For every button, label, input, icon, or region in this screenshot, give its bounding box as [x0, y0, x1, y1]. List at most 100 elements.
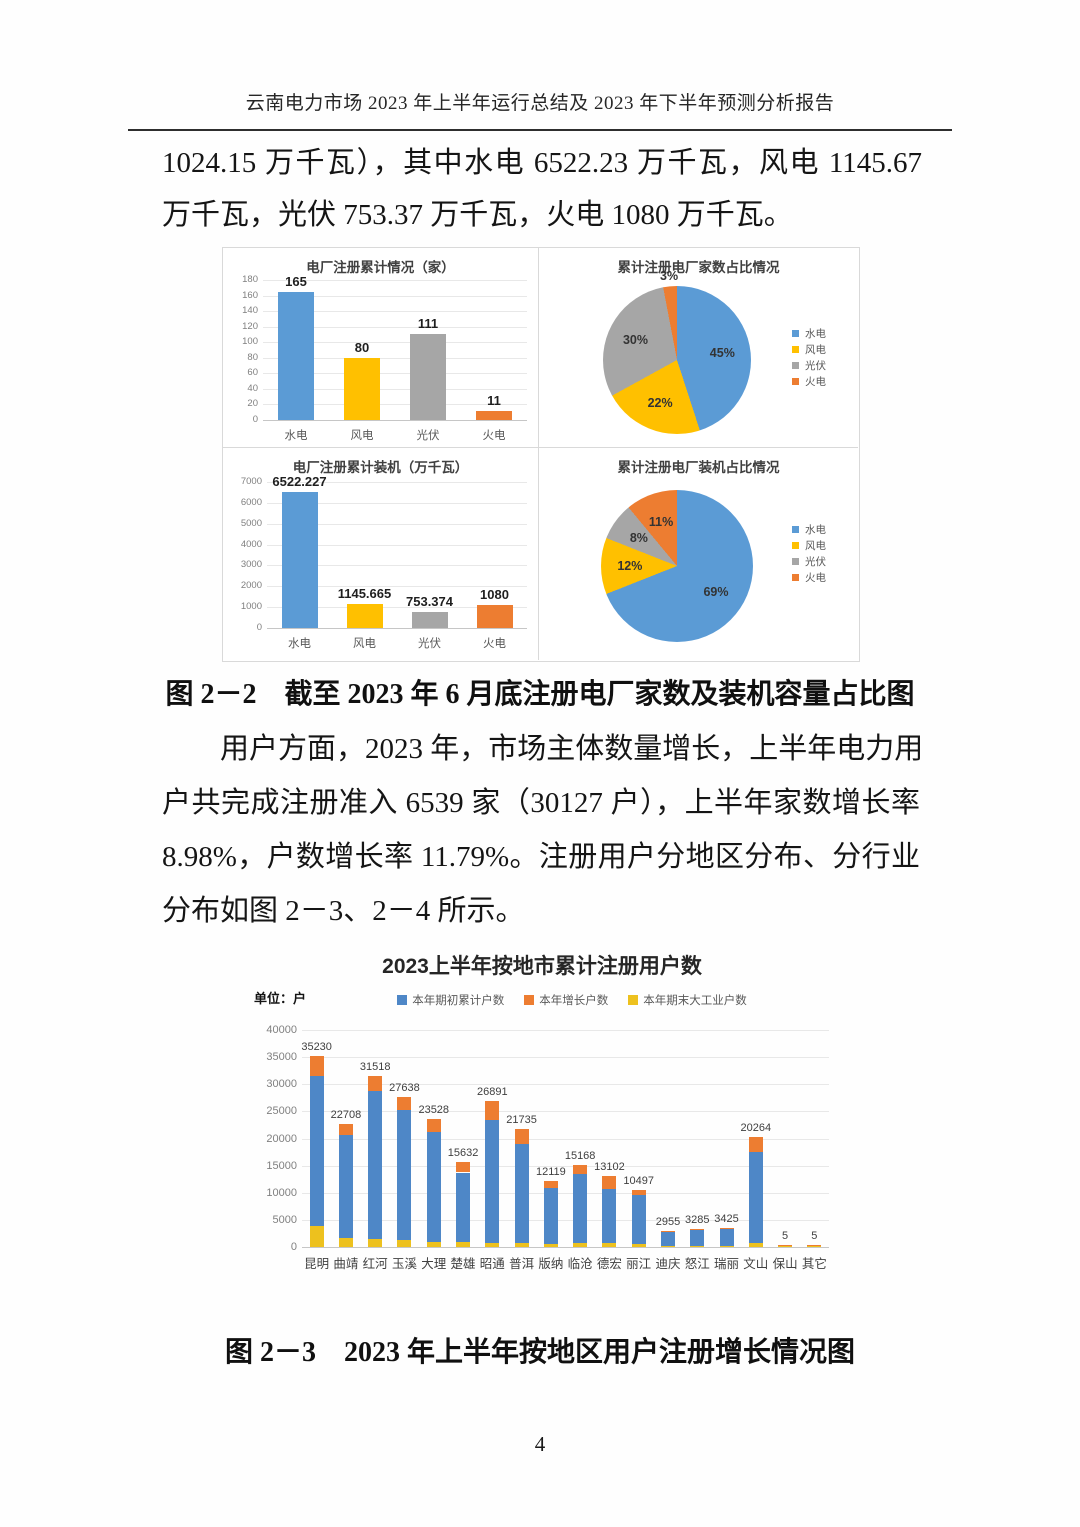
solar-legend-swatch-icon	[792, 557, 799, 565]
gridline	[263, 404, 527, 406]
bar-total-label: 5	[811, 1230, 818, 1242]
x-axis-category-label: 楚雄	[450, 1257, 476, 1271]
legend-item-solar: 光伏	[792, 553, 826, 569]
legend-item-label: 风电	[805, 343, 826, 356]
chart-legend: 水电 风电 光伏 火电	[792, 325, 826, 389]
growth-bar-segment	[631, 1190, 646, 1195]
x-axis-category-label: 保山	[772, 1257, 798, 1271]
y-axis-tick-label: 5000	[240, 517, 262, 529]
bar-total-label: 10497	[623, 1175, 654, 1188]
initial-bar-segment	[338, 1134, 353, 1238]
x-axis-category-label: 昭通	[479, 1257, 505, 1271]
bar-value-label: 6522.227	[272, 473, 327, 489]
chart-capacity-bar: 电厂注册累计装机（万千瓦） 0 1000 2000 3000 4000 5000 6000 70…	[223, 448, 539, 660]
gridline	[267, 502, 527, 504]
x-axis-line	[267, 628, 527, 629]
industry-legend-swatch-icon	[628, 995, 639, 1005]
gridline	[263, 373, 527, 375]
y-axis-tick-label: 20	[247, 398, 258, 410]
bar-total-label: 26891	[477, 1086, 508, 1099]
bar-total-label: 22708	[330, 1108, 362, 1121]
wind-legend-swatch-icon	[792, 541, 799, 549]
x-axis-category-label: 风电	[353, 638, 376, 650]
industry-bar-segment	[631, 1244, 646, 1247]
y-axis-tick-label: 100	[242, 336, 258, 348]
growth-bar-segment	[807, 1245, 822, 1246]
x-axis-category-label: 版纳	[538, 1257, 564, 1271]
gridline	[263, 388, 527, 390]
industry-bar-segment	[456, 1242, 471, 1247]
y-axis-tick-label: 4000	[240, 538, 262, 550]
pie	[603, 286, 751, 434]
solar-bar	[411, 612, 448, 628]
legend-item-thermal: 火电	[792, 569, 826, 585]
y-axis-tick-label: 80	[247, 351, 258, 363]
hydro-bar	[281, 491, 318, 628]
gridline	[302, 1084, 829, 1086]
initial-bar-segment	[748, 1151, 763, 1243]
x-axis-category-label: 风电	[350, 430, 374, 442]
pie-slice-label: 22%	[647, 395, 673, 410]
bar-total-label: 3425	[714, 1212, 739, 1225]
growth-legend-swatch-icon	[524, 995, 535, 1005]
legend-item-label: 光伏	[805, 555, 826, 568]
industry-bar-segment	[807, 1246, 822, 1247]
bar-total-label: 12119	[535, 1166, 566, 1179]
initial-bar-segment	[573, 1173, 588, 1243]
hydro-legend-swatch-icon	[792, 525, 799, 533]
paragraph-line: 用户方面，2023 年，市场主体数量增长，上半年电力用	[220, 733, 924, 765]
page-number: 4	[534, 1432, 546, 1456]
initial-bar-segment	[485, 1119, 500, 1243]
x-axis-category-label: 大理	[421, 1257, 447, 1271]
industry-bar-segment	[719, 1246, 734, 1247]
pie-slice-label: 69%	[703, 585, 729, 600]
chart-legend: 水电 风电 光伏 火电	[792, 521, 826, 585]
bar-value-label: 1145.665	[337, 586, 392, 602]
growth-bar-segment	[309, 1055, 324, 1076]
paragraph-line: 分布如图 2－3、2－4 所示。	[162, 895, 525, 927]
y-axis-tick-label: 35000	[266, 1051, 297, 1064]
initial-bar-segment	[309, 1075, 324, 1227]
growth-bar-segment	[690, 1228, 705, 1230]
y-axis-tick-label: 3000	[240, 559, 262, 571]
growth-bar-segment	[602, 1175, 617, 1189]
y-axis-tick-label: 180	[242, 274, 258, 285]
initial-bar-segment	[719, 1228, 734, 1246]
growth-bar-segment	[338, 1123, 353, 1135]
x-axis-category-label: 普洱	[509, 1257, 535, 1271]
thermal-legend-swatch-icon	[792, 377, 799, 385]
bar-value-label: 111	[417, 315, 439, 331]
x-axis-category-label: 水电	[288, 638, 311, 650]
legend-item-thermal: 火电	[792, 373, 826, 389]
gridline	[263, 357, 527, 359]
initial-bar-segment	[543, 1188, 558, 1245]
gridline	[302, 1219, 829, 1221]
y-axis-tick-label: 0	[252, 414, 258, 425]
solar-legend-swatch-icon	[792, 361, 799, 369]
legend-item-label: 光伏	[805, 359, 826, 372]
industry-bar-segment	[397, 1239, 412, 1247]
figure-2-3-caption: 图 2－3 2023 年上半年按地区用户注册增长情况图	[224, 1337, 855, 1368]
industry-bar-segment	[426, 1241, 441, 1247]
wind-bar	[344, 357, 380, 420]
paragraph-line: 户共完成注册准入 6539 家（30127 户），上半年家数增长率	[162, 787, 920, 819]
x-axis-category-label: 光伏	[416, 430, 440, 442]
pie-slice-label: 8%	[629, 531, 648, 546]
y-axis-tick-label: 0	[256, 622, 262, 633]
industry-bar-segment	[309, 1226, 324, 1247]
legend-item-label: 本年期末大工业户数	[643, 995, 747, 1007]
x-axis-category-label: 临沧	[567, 1257, 593, 1271]
bar-value-label: 165	[285, 273, 307, 289]
hydro-legend-swatch-icon	[792, 329, 799, 337]
bar-total-label: 27638	[389, 1082, 420, 1095]
gridline	[267, 523, 527, 525]
bar-total-label: 15632	[447, 1147, 479, 1160]
x-axis-category-label: 德宏	[596, 1257, 622, 1271]
growth-bar-segment	[748, 1137, 763, 1152]
chart-title: 累计注册电厂家数占比情况	[617, 260, 780, 275]
y-axis-tick-label: 1000	[240, 601, 262, 613]
report-header-title: 云南电力市场 2023 年上半年运行总结及 2023 年下半年预测分析报告	[245, 93, 835, 114]
x-axis-category-label: 瑞丽	[714, 1257, 740, 1271]
initial-bar-segment	[660, 1231, 675, 1246]
y-axis-tick-label: 20000	[266, 1132, 297, 1145]
